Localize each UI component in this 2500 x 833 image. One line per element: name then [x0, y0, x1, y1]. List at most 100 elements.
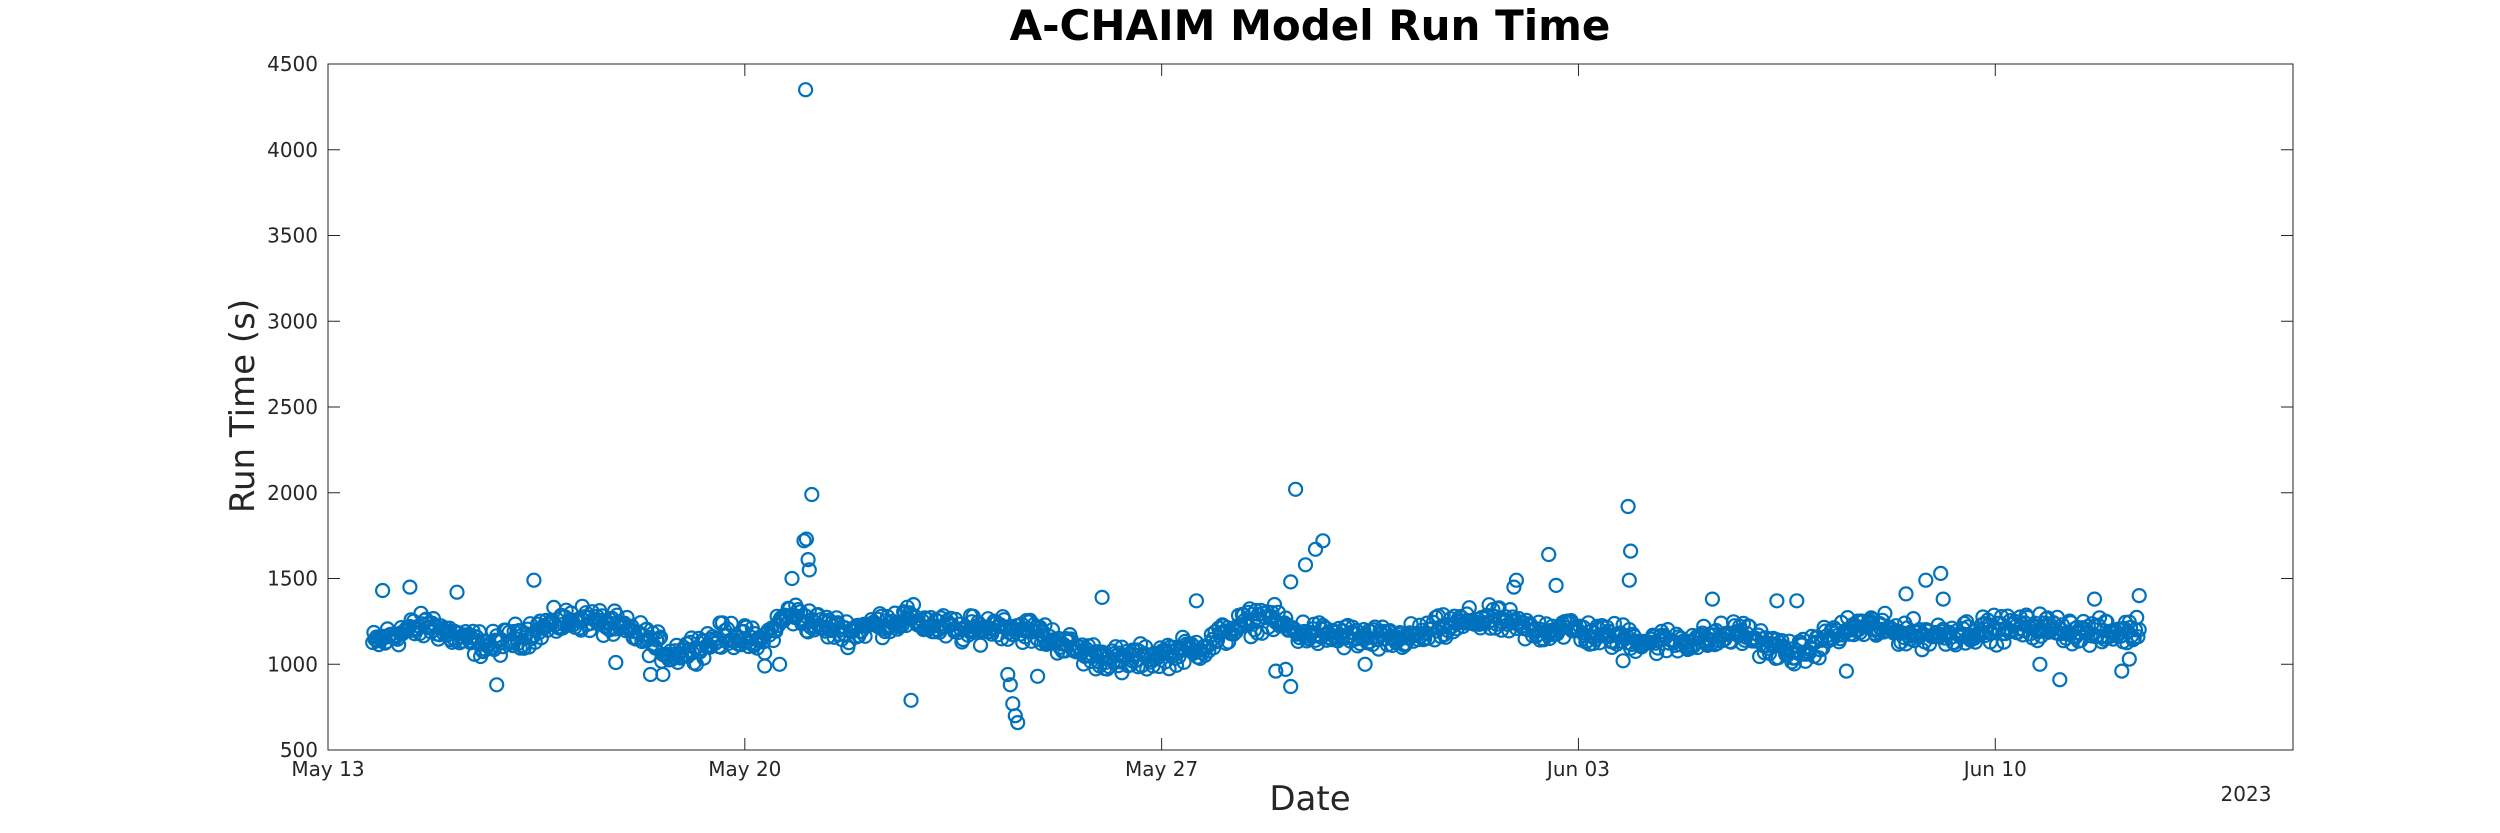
data-point	[1283, 574, 1299, 590]
data-point	[1357, 656, 1373, 672]
data-point	[1956, 615, 1972, 632]
x-tick-label: Jun 10	[1962, 757, 2027, 781]
y-axis-title: Run Time (s)	[223, 299, 263, 513]
data-point	[1278, 661, 1294, 678]
data-point	[1094, 589, 1110, 606]
data-point	[1790, 645, 1806, 661]
data-point	[608, 654, 624, 671]
data-point	[1268, 663, 1284, 679]
data-point	[492, 647, 508, 663]
data-point	[1435, 607, 1451, 623]
data-point	[965, 608, 981, 624]
data-point	[784, 570, 800, 587]
data-point	[2121, 651, 2137, 667]
data-point	[1898, 586, 1914, 602]
data-point	[1918, 572, 1934, 588]
data-point	[804, 486, 820, 503]
data-point	[1811, 650, 1827, 666]
data-point	[1622, 543, 1639, 559]
data-point	[375, 582, 391, 599]
data-point	[1621, 572, 1637, 588]
data-point	[642, 666, 659, 683]
chart-title: A-CHAIM Model Run Time	[1010, 1, 1611, 50]
data-point	[796, 533, 812, 549]
data-point	[1615, 653, 1631, 669]
data-point	[905, 596, 922, 613]
y-tick-label: 4000	[267, 138, 318, 162]
data-point	[584, 604, 600, 620]
data-point	[800, 551, 816, 568]
y-tick-label: 1500	[267, 567, 318, 591]
data-point	[2131, 587, 2147, 604]
data-point	[801, 562, 817, 578]
data-point	[402, 579, 418, 595]
data-point	[2131, 622, 2147, 638]
x-tick-label: Jun 03	[1545, 757, 1610, 781]
x-axis-title: Date	[1269, 779, 1350, 819]
data-point	[1287, 481, 1304, 497]
data-point	[1005, 696, 1021, 712]
data-point	[1029, 668, 1046, 684]
data-point	[797, 82, 814, 98]
data-point	[1911, 621, 1928, 638]
data-point	[2032, 656, 2048, 672]
data-point	[1307, 541, 1324, 557]
data-point	[1704, 591, 1721, 607]
data-point	[771, 656, 788, 672]
data-point	[1812, 642, 1829, 658]
data-point	[1769, 593, 1785, 609]
data-point	[1863, 610, 1879, 626]
data-point	[1283, 678, 1299, 695]
data-point	[2114, 663, 2130, 679]
data-point	[1023, 633, 1040, 649]
data-point	[1000, 666, 1016, 683]
y-tick-label: 1000	[267, 652, 318, 676]
x-tick-label: May 27	[1125, 757, 1198, 781]
y-tick-label: 4500	[267, 52, 318, 76]
x-axis-year-label: 2023	[2221, 782, 2272, 806]
data-point	[2086, 591, 2103, 607]
data-point	[1935, 591, 1951, 607]
data-point	[1877, 605, 1893, 621]
data-point	[903, 692, 919, 708]
data-point	[1007, 708, 1023, 724]
data-point	[683, 630, 700, 646]
data-point	[1002, 677, 1018, 693]
data-point	[1508, 572, 1525, 588]
data-point	[2052, 672, 2068, 688]
data-point	[1297, 557, 1314, 573]
y-tick-label: 3000	[267, 309, 318, 333]
data-point	[655, 666, 671, 683]
data-point	[757, 658, 773, 674]
x-tick-label: May 13	[291, 757, 364, 781]
data-point	[1323, 631, 1340, 648]
y-tick-label: 500	[280, 738, 318, 762]
axis-ticks: 500 1000 1500 2000 2500 3000 3500 4000 4500 May 1…	[267, 52, 2293, 781]
data-point	[1188, 593, 1205, 609]
data-point	[1789, 593, 1805, 609]
data-point	[1620, 498, 1636, 515]
data-point	[1310, 635, 1326, 652]
data-point	[1988, 637, 2005, 653]
data-point	[1266, 596, 1283, 613]
data-point	[1541, 546, 1557, 563]
data-point	[765, 632, 782, 649]
data-point	[1921, 636, 1938, 652]
data-point	[972, 637, 989, 653]
data-point	[1506, 579, 1522, 595]
data-point	[1010, 714, 1026, 731]
y-tick-label: 2000	[267, 481, 318, 505]
data-point	[2080, 618, 2096, 634]
data-point	[2130, 629, 2146, 645]
data-point	[1220, 634, 1237, 650]
data-point	[1548, 577, 1564, 594]
data-point	[1933, 565, 1949, 582]
data-point	[1797, 653, 1814, 669]
data-point	[1295, 614, 1311, 630]
data-point	[526, 572, 542, 588]
data-point	[546, 599, 562, 616]
data-point	[1176, 654, 1192, 670]
x-tick-label: May 20	[708, 757, 781, 781]
data-point	[798, 531, 815, 547]
